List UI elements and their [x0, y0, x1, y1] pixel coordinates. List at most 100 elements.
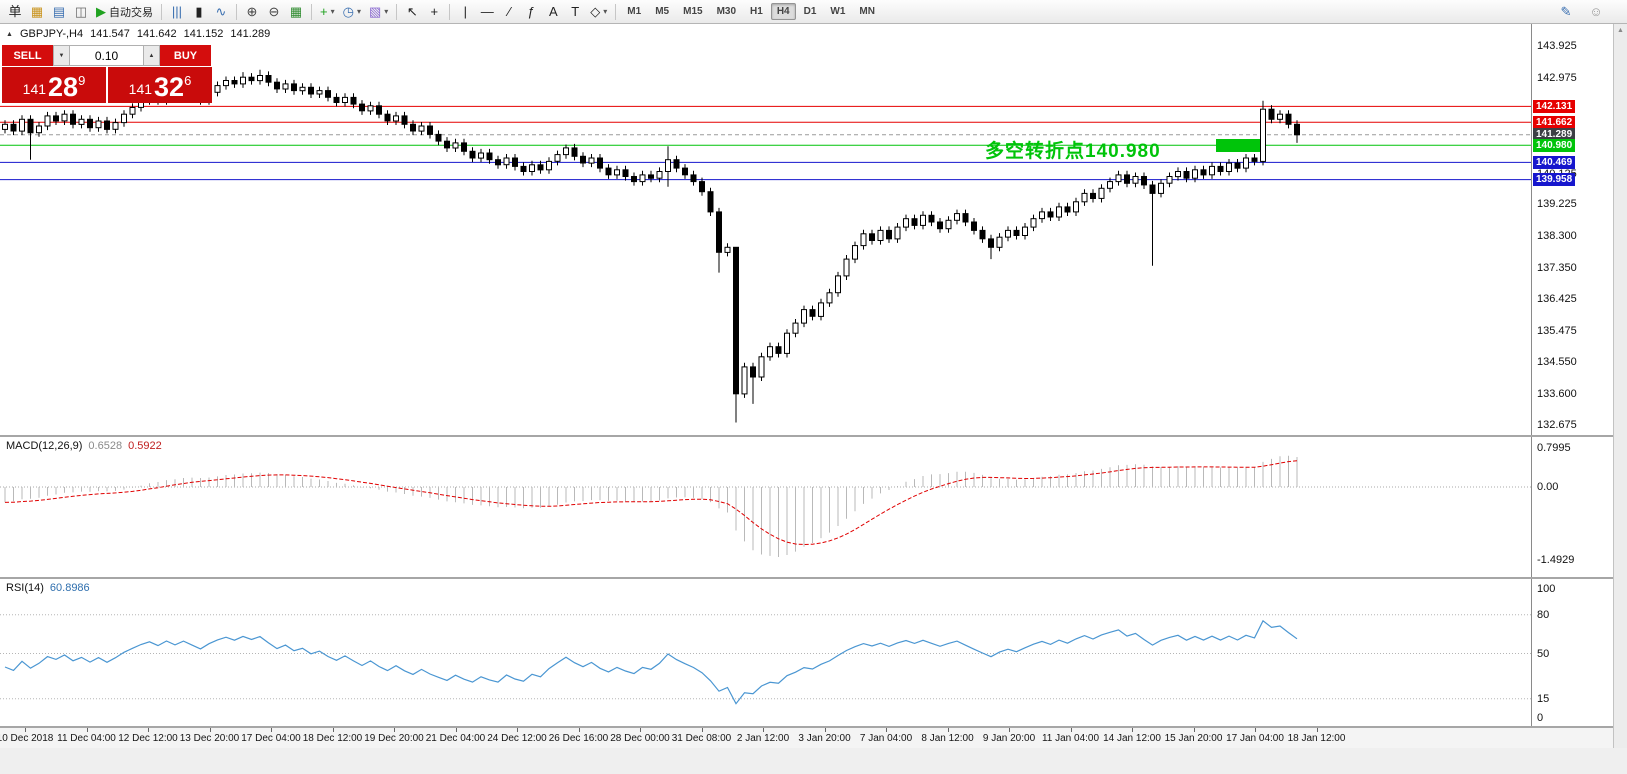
time-axis-label: 10 Dec 2018 — [0, 733, 54, 744]
vertical-line-button[interactable]: | — [454, 2, 476, 22]
time-axis-label: 24 Dec 12:00 — [487, 733, 547, 744]
fibonacci-button[interactable]: ƒ — [520, 2, 542, 22]
rsi-indicator-panel[interactable]: RSI(14) 60.8986 — [0, 579, 1531, 726]
right-scroll-strip[interactable]: ▲ — [1613, 24, 1627, 748]
macd-indicator-panel[interactable]: MACD(12,26,9) 0.6528 0.5922 — [0, 437, 1531, 577]
time-axis-tick — [578, 728, 580, 732]
edit-pencil-icon: ✎ — [1560, 4, 1572, 19]
timeframe-mn-button[interactable]: MN — [859, 6, 875, 17]
sell-price-pips: 28 — [48, 72, 79, 102]
rsi-axis-label: 100 — [1537, 583, 1556, 595]
time-axis-label: 19 Dec 20:00 — [364, 733, 424, 744]
chart-window-icon: ▦ — [30, 4, 44, 19]
toolbar-separator — [311, 3, 312, 20]
time-axis-label: 17 Dec 04:00 — [241, 733, 301, 744]
timeframe-w1-button[interactable]: W1 — [830, 6, 846, 17]
time-axis[interactable]: 10 Dec 2018 11 Dec 04:00 12 Dec 12:00 13 De… — [0, 728, 1613, 748]
time-axis-label: 17 Jan 04:00 — [1226, 733, 1284, 744]
buy-price-display[interactable]: 141 32 6 — [108, 67, 212, 103]
toolbar-separator — [449, 3, 451, 20]
community-button[interactable]: ☺ — [1585, 2, 1607, 22]
panel-splitter[interactable] — [0, 726, 1613, 728]
time-axis-tick — [271, 728, 272, 732]
timeframe-h4-button[interactable]: H4 — [770, 3, 796, 20]
timeframe-m5-button[interactable]: M5 — [655, 6, 670, 17]
templates-button[interactable]: ▧ ▾ — [365, 2, 392, 22]
price-chart-panel[interactable]: ▲ GBPJPY-,H4 141.547 141.642 141.152 141… — [0, 24, 1531, 435]
time-axis-tick — [824, 728, 826, 732]
time-axis-label: 2 Jan 12:00 — [736, 733, 790, 744]
volume-decrease-button[interactable]: ▼ — [53, 45, 70, 66]
bar-open-value: 141.547 — [90, 28, 130, 40]
crosshair-button[interactable]: + — [423, 2, 445, 22]
autotrading-button[interactable]: ▶ 自动交易 — [92, 2, 157, 22]
text-button[interactable]: A — [542, 2, 564, 22]
volume-increase-button[interactable]: ▲ — [143, 45, 160, 66]
indicators-button[interactable]: + ▾ — [316, 2, 339, 22]
sell-price-prefix: 141 — [22, 81, 47, 97]
annotation-turning-point-text[interactable]: 多空转折点140.980 — [985, 141, 1161, 162]
annotation-highlight-box[interactable] — [1216, 139, 1260, 152]
new-order-button[interactable]: 单 — [4, 2, 26, 22]
sell-button[interactable]: SELL — [2, 45, 53, 66]
rsi-value: 60.8986 — [49, 582, 90, 594]
text-label-button[interactable]: T — [564, 2, 586, 22]
price-axis-label: 143.925 — [1537, 40, 1577, 52]
market-watch-button[interactable]: ▤ — [48, 2, 70, 22]
timeframe-m30-button[interactable]: M30 — [716, 6, 737, 17]
bar-chart-button[interactable]: ||| — [166, 2, 188, 22]
zoom-in-button[interactable]: ⊕ — [241, 2, 263, 22]
cursor-button[interactable]: ↖ — [401, 2, 423, 22]
volume-input[interactable] — [70, 45, 143, 66]
dropdown-caret-icon: ▾ — [384, 7, 389, 16]
time-axis-label: 7 Jan 04:00 — [859, 733, 913, 744]
line-chart-button[interactable]: ∿ — [210, 2, 232, 22]
chart-window-button[interactable]: ▦ — [26, 2, 48, 22]
time-axis-tick — [209, 728, 211, 732]
trendline-button[interactable]: ∕ — [498, 2, 520, 22]
toolbar-separator — [161, 3, 162, 20]
macd-main-value: 0.6528 — [88, 440, 123, 452]
timeframe-m1-button[interactable]: M1 — [627, 6, 642, 17]
panel-splitter[interactable] — [0, 577, 1613, 579]
horizontal-line-button[interactable]: — — [476, 2, 498, 22]
periods-button[interactable]: ◷ ▾ — [339, 2, 365, 22]
time-axis-label: 18 Dec 12:00 — [302, 733, 363, 744]
tile-windows-button[interactable]: ▦ — [285, 2, 307, 22]
bar-close-value: 141.289 — [230, 28, 271, 40]
time-axis-tick — [886, 728, 887, 732]
price-tag-140.980: 140.980 — [1533, 138, 1576, 152]
scroll-up-icon[interactable]: ▲ — [1617, 27, 1624, 34]
rsi-name: RSI(14) — [6, 582, 44, 594]
rsi-canvas[interactable] — [0, 579, 1531, 726]
timeframe-h1-button[interactable]: H1 — [750, 6, 763, 17]
panel-splitter[interactable] — [0, 435, 1613, 437]
time-axis-tick — [1009, 728, 1010, 732]
timeframe-m15-button[interactable]: M15 — [683, 6, 703, 17]
time-axis-label: 14 Jan 12:00 — [1103, 733, 1161, 744]
shapes-button[interactable]: ◇ ▾ — [586, 2, 611, 22]
time-axis-tick — [86, 728, 88, 732]
text-label-icon: T — [571, 4, 580, 19]
buy-price-pips: 32 — [154, 72, 185, 102]
candlestick-chart-button[interactable]: ▮ — [188, 2, 210, 22]
periods-icon: ◷ — [342, 4, 354, 19]
collapse-arrow-icon[interactable]: ▲ — [6, 30, 13, 38]
macd-canvas[interactable] — [0, 437, 1531, 577]
timeframe-d1-button[interactable]: D1 — [803, 6, 817, 17]
buy-button[interactable]: BUY — [160, 45, 211, 66]
edit-pencil-button[interactable]: ✎ — [1555, 2, 1577, 22]
price-tag-142.131: 142.131 — [1533, 99, 1576, 113]
macd-axis-label: -1.4929 — [1537, 553, 1575, 566]
candlestick-chart-canvas[interactable] — [0, 24, 1531, 435]
zoom-out-button[interactable]: ⊖ — [263, 2, 285, 22]
price-tag-140.469: 140.469 — [1533, 155, 1576, 169]
time-axis-tick — [1193, 728, 1195, 732]
sell-price-display[interactable]: 141 28 9 — [2, 67, 106, 103]
navigator-button[interactable]: ◫ — [70, 2, 92, 22]
candlestick-chart-icon: ▮ — [195, 4, 203, 19]
toolbar-separator — [236, 3, 237, 20]
price-axis[interactable]: 143.925142.975140.125139.225138.300137.3… — [1531, 24, 1613, 728]
price-axis-label: 139.225 — [1537, 198, 1577, 211]
